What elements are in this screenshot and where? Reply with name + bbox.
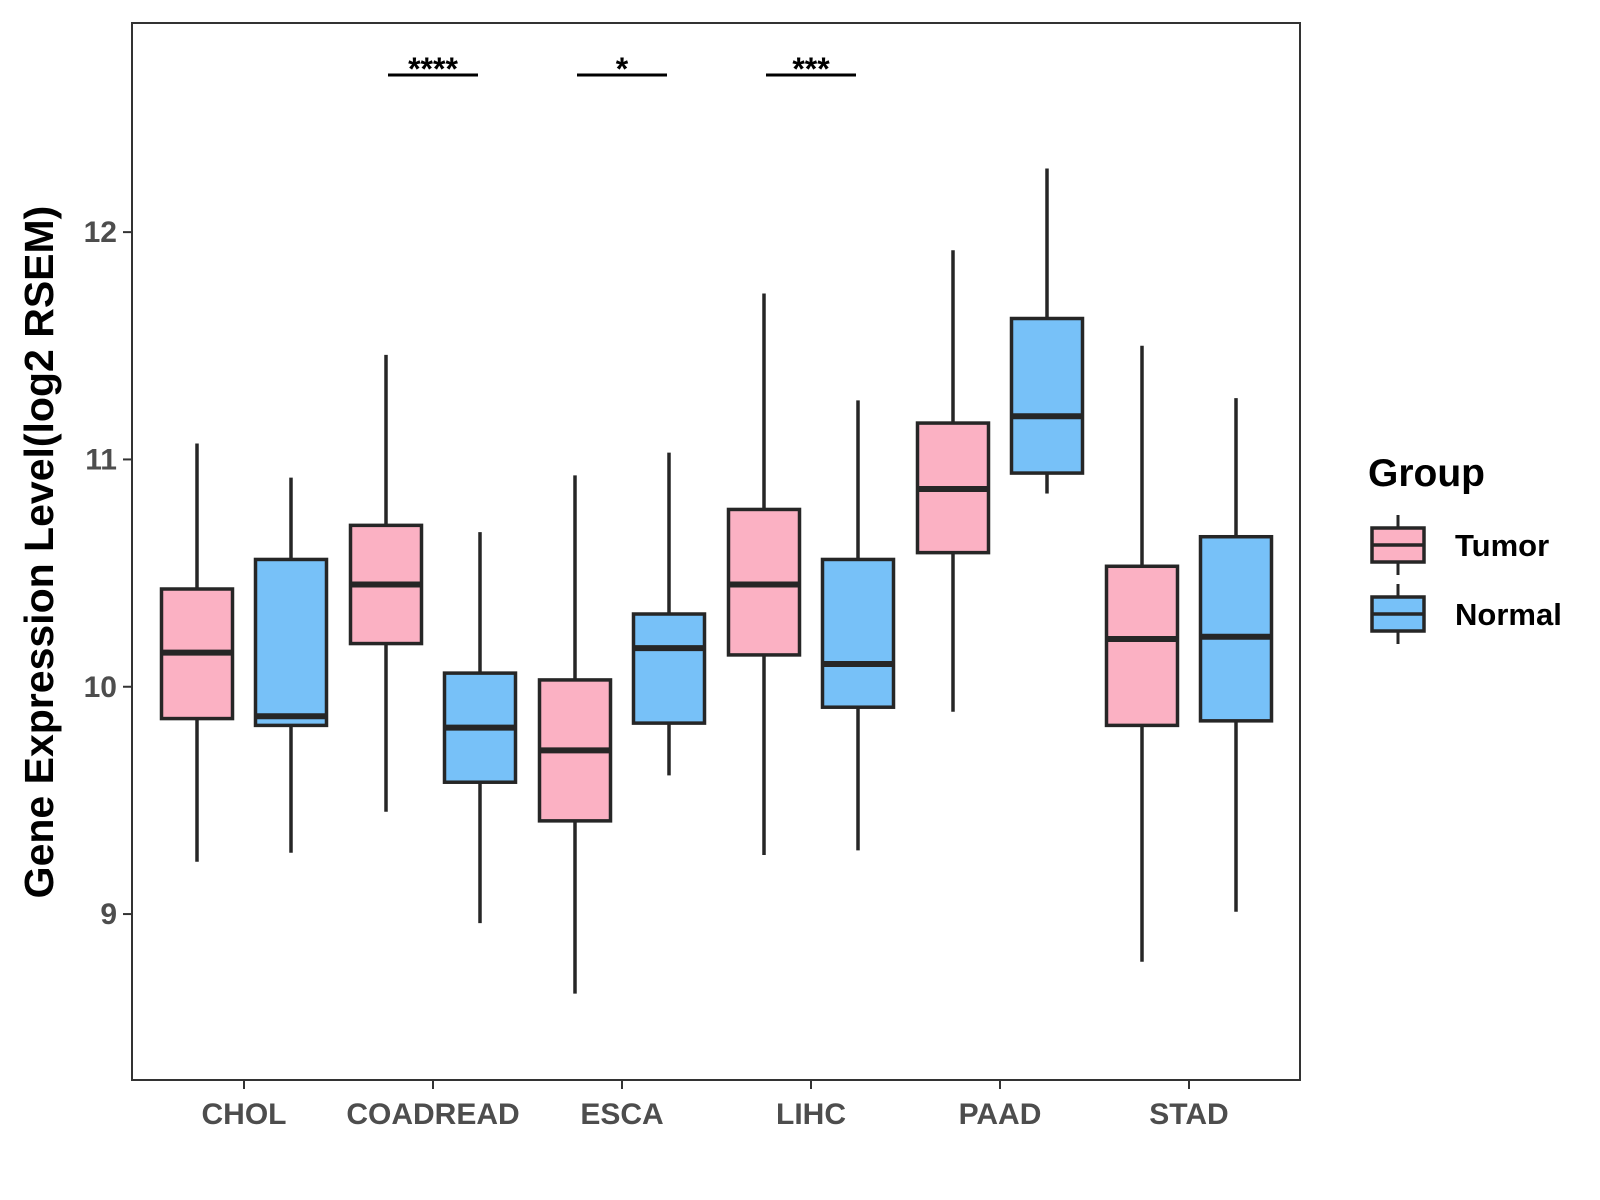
legend: Group Tumor Normal [1368, 452, 1562, 644]
box-tumor-lihc [726, 293, 802, 855]
x-tick-label-stad: STAD [1149, 1098, 1228, 1131]
significance-label-coadread: **** [408, 51, 458, 87]
legend-title: Group [1368, 452, 1485, 495]
iqr-box-normal-paad [1009, 316, 1085, 475]
box-normal-stad [1198, 398, 1274, 912]
box-normal-paad [1009, 168, 1085, 494]
iqr-box-normal-esca [631, 612, 707, 725]
box-normal-coadread [442, 532, 518, 924]
boxes-layer [159, 168, 1274, 994]
iqr-box-normal-stad [1198, 534, 1274, 723]
y-tick-label-11: 11 [85, 443, 117, 476]
legend-label-normal: Normal [1455, 597, 1562, 632]
box-tumor-paad [915, 250, 991, 712]
box-normal-lihc [820, 400, 896, 851]
iqr-box-normal-chol [253, 557, 329, 728]
legend-label-tumor: Tumor [1455, 528, 1549, 563]
box-tumor-chol [159, 443, 235, 862]
panel-border [131, 22, 1301, 1081]
x-tick-label-paad: PAAD [959, 1098, 1042, 1131]
x-tick-label-coadread: COADREAD [346, 1098, 519, 1131]
box-tumor-coadread [348, 354, 424, 812]
box-tumor-stad [1104, 345, 1180, 962]
significance-label-lihc: *** [792, 51, 830, 87]
legend-key-tumor [1370, 515, 1426, 575]
box-tumor-esca [537, 475, 613, 994]
y-tick-label-9: 9 [100, 898, 117, 931]
x-tick-label-lihc: LIHC [776, 1098, 846, 1131]
x-tick-label-esca: ESCA [580, 1098, 663, 1131]
y-tick-label-12: 12 [84, 216, 117, 249]
significance-label-esca: * [616, 51, 629, 87]
iqr-box-tumor-stad [1104, 564, 1180, 728]
box-normal-chol [253, 477, 329, 853]
y-tick-label-10: 10 [84, 671, 117, 704]
y-axis-title: Gene Expression Level(log2 RSEM) [16, 206, 62, 899]
significance-annotations: **** * *** [388, 51, 856, 87]
x-axis: CHOL COADREAD ESCA LIHC PAAD STAD [202, 1080, 1229, 1131]
x-tick-label-chol: CHOL [202, 1098, 287, 1131]
y-axis: 9 10 11 12 [84, 216, 132, 931]
legend-key-normal [1370, 584, 1426, 644]
box-normal-esca [631, 452, 707, 776]
iqr-box-normal-lihc [820, 557, 896, 709]
